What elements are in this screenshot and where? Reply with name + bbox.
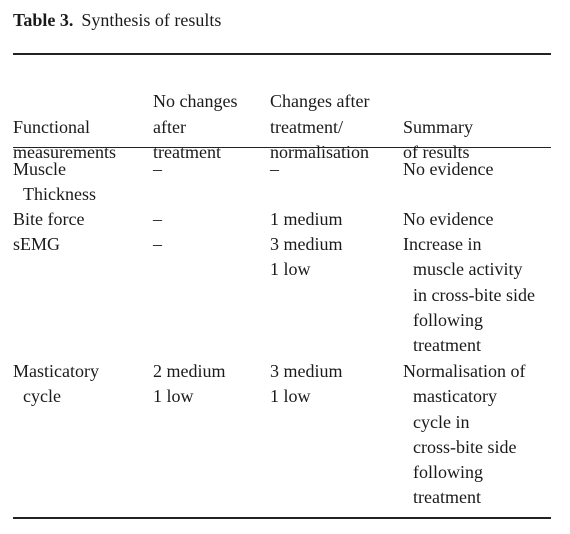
row-muscle-thickness-no-changes: – [153, 159, 162, 179]
header-summary: Summary of results [403, 116, 473, 162]
row-masticatory-cycle-no-changes: 2 medium 1 low [153, 361, 226, 407]
row-bite-force-changes: 1 medium [270, 209, 343, 229]
header-changes-after: Changes after treatment/ normalisation [270, 91, 370, 162]
table-number: Table 3. [13, 10, 74, 30]
row-semg-changes: 3 medium 1 low [270, 234, 343, 280]
row-bite-force-measurement: Bite force [13, 209, 85, 229]
header-functional-measurements: Functional measurements [13, 116, 116, 162]
header-no-changes: No changes after treatment [153, 91, 238, 162]
table-caption: Table 3. Synthesis of results [13, 10, 221, 31]
row-semg-summary: Increase in muscle activity in cross-bit… [403, 234, 535, 356]
row-masticatory-cycle-changes: 3 medium 1 low [270, 361, 343, 407]
row-masticatory-cycle-measurement: Masticatory cycle [13, 361, 99, 407]
bottom-rule [13, 517, 551, 519]
row-muscle-thickness-summary: No evidence [403, 159, 494, 179]
row-semg-measurement: sEMG [13, 234, 61, 254]
row-bite-force-summary: No evidence [403, 209, 494, 229]
row-masticatory-cycle-summary: Normalisation of masticatory cycle in cr… [403, 361, 526, 508]
row-semg-no-changes: – [153, 234, 162, 254]
table-title: Synthesis of results [81, 10, 222, 30]
header-rule [13, 147, 551, 148]
row-bite-force-no-changes: – [153, 209, 162, 229]
row-muscle-thickness-changes: – [270, 159, 279, 179]
row-muscle-thickness-measurement: Muscle Thickness [13, 159, 96, 205]
top-rule [13, 53, 551, 55]
